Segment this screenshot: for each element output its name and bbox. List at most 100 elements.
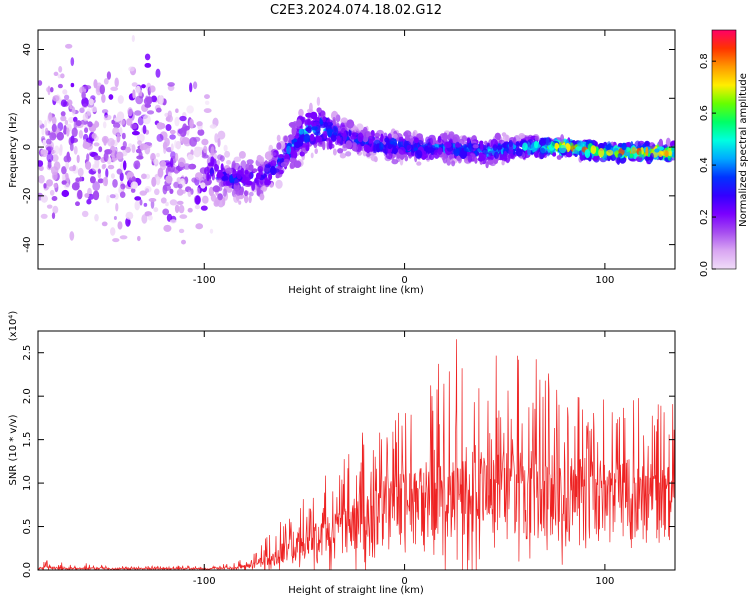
spectrogram-cell (148, 198, 157, 202)
spectrogram-cell (128, 66, 135, 72)
snr-panel: -100 0 100 0.0 0.5 1.0 1.5 2.0 2.5 Height of str… (8, 311, 676, 596)
spectrogram-cell (373, 143, 378, 154)
spectrogram-cell (217, 199, 225, 208)
spectrogram-cell (311, 126, 318, 131)
spectrogram-cell (159, 160, 167, 171)
spectrogram-cell (452, 134, 460, 144)
spectrogram-cell (63, 124, 67, 135)
spectrogram-cell (81, 97, 89, 108)
spectrogram-cell (110, 86, 119, 92)
spectrogram-ytick-label: 0 (22, 144, 33, 150)
spectrogram-cell (106, 71, 111, 80)
spectrogram-cell (131, 35, 135, 42)
spectrogram-cell (335, 114, 341, 122)
spectrogram-cell (107, 137, 115, 147)
spectrogram-cell (108, 94, 114, 100)
spectrogram-cell (141, 173, 147, 180)
spectrogram-cell (56, 131, 64, 141)
spectrogram-cell (142, 114, 151, 125)
spectrogram-cell (404, 155, 409, 162)
spectrogram-cell (111, 152, 115, 158)
spectrogram-cell (606, 149, 614, 156)
spectrogram-cell (130, 181, 138, 189)
spectrogram-cell (134, 200, 140, 211)
spectrogram-cell (238, 200, 242, 205)
spectrogram-cell (210, 156, 215, 166)
spectrogram-cell (60, 73, 65, 79)
spectrogram-cell (114, 77, 119, 88)
spectrogram-cell (157, 167, 164, 178)
spectrogram-cell (437, 135, 442, 143)
spectrogram-cell (316, 96, 321, 106)
spectrogram-cell (271, 152, 277, 157)
spectrogram-cell (52, 95, 60, 102)
spectrogram-cell (182, 137, 190, 145)
spectrogram-cell (77, 189, 83, 200)
spectrogram-cell (221, 175, 229, 182)
spectrogram-cell (289, 162, 296, 169)
spectrogram-cell (431, 145, 436, 152)
spectrogram-cell (181, 239, 186, 245)
spectrogram-cell (398, 136, 404, 142)
spectrogram-cell (256, 186, 261, 196)
spectrogram-cell (305, 127, 311, 132)
spectrogram-cell (494, 151, 499, 159)
spectrogram-cell (174, 204, 180, 213)
spectrogram-cell (69, 231, 75, 241)
snr-xtick-label: 100 (595, 576, 614, 587)
spectrogram-cell (413, 137, 419, 144)
spectrogram-cell (663, 144, 668, 149)
spectrogram-cell (503, 150, 508, 160)
spectrogram-cell (337, 148, 344, 154)
spectrogram-cell (71, 106, 76, 116)
spectrogram-cell (244, 172, 252, 181)
spectrogram-cell (119, 127, 123, 136)
spectrogram-cell (188, 163, 197, 170)
spectrogram-cell (248, 195, 252, 204)
spectrogram-cell (322, 116, 327, 123)
spectrogram-cell (584, 149, 591, 159)
spectrogram-cell (223, 144, 228, 152)
spectrogram-cell (210, 193, 217, 202)
spectrogram-cell (333, 126, 337, 132)
spectrogram-cell (115, 202, 119, 212)
spectrogram-cell (116, 168, 123, 175)
spectrogram-xtick-label: 100 (595, 275, 614, 286)
spectrogram-cell (128, 143, 133, 148)
spectrogram-cell (206, 172, 210, 182)
spectrogram-cell (283, 135, 289, 143)
spectrogram-cell (121, 132, 126, 140)
colorbar-tick-label: 0.2 (699, 209, 710, 225)
spectrogram-cell (57, 83, 63, 89)
spectrogram-cell (71, 182, 80, 191)
spectrogram-cell (468, 142, 472, 152)
spectrogram-cell (82, 113, 88, 122)
spectrogram-cell (248, 191, 254, 197)
spectrogram-cell (244, 190, 248, 197)
spectrogram-cell (149, 85, 156, 93)
spectrogram-cell (130, 123, 138, 130)
spectrogram-cell (153, 158, 159, 165)
colorbar-label: Normalized spectral amplitude (738, 73, 749, 227)
snr-xlabel: Height of straight line (km) (288, 585, 424, 596)
spectrogram-cell (518, 133, 525, 139)
spectrogram-cell (97, 171, 102, 179)
spectrogram-cell (305, 145, 310, 152)
spectrogram-cell (248, 164, 254, 171)
spectrogram-cell (268, 173, 273, 181)
spectrogram-cell (139, 190, 147, 196)
spectrogram-cell (332, 116, 336, 125)
spectrogram-cell (147, 215, 153, 221)
spectrogram-cell (98, 146, 103, 153)
snr-ytick-label: 2.0 (22, 388, 33, 404)
spectrogram-cell (172, 166, 181, 174)
spectrogram-cell (97, 178, 104, 184)
spectrogram-cell (257, 166, 264, 173)
spectrogram-cell (44, 119, 48, 128)
spectrogram-cell (167, 82, 175, 87)
spectrogram-cell (58, 146, 63, 156)
spectrogram-cell (472, 144, 479, 149)
spectrogram-cell (135, 95, 144, 105)
spectrogram-cell (104, 114, 112, 121)
snr-xtick-label: 0 (401, 576, 407, 587)
